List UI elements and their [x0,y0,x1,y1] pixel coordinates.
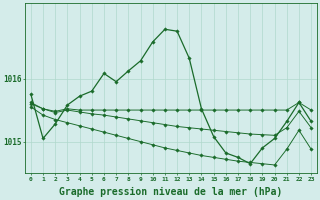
X-axis label: Graphe pression niveau de la mer (hPa): Graphe pression niveau de la mer (hPa) [60,187,283,197]
